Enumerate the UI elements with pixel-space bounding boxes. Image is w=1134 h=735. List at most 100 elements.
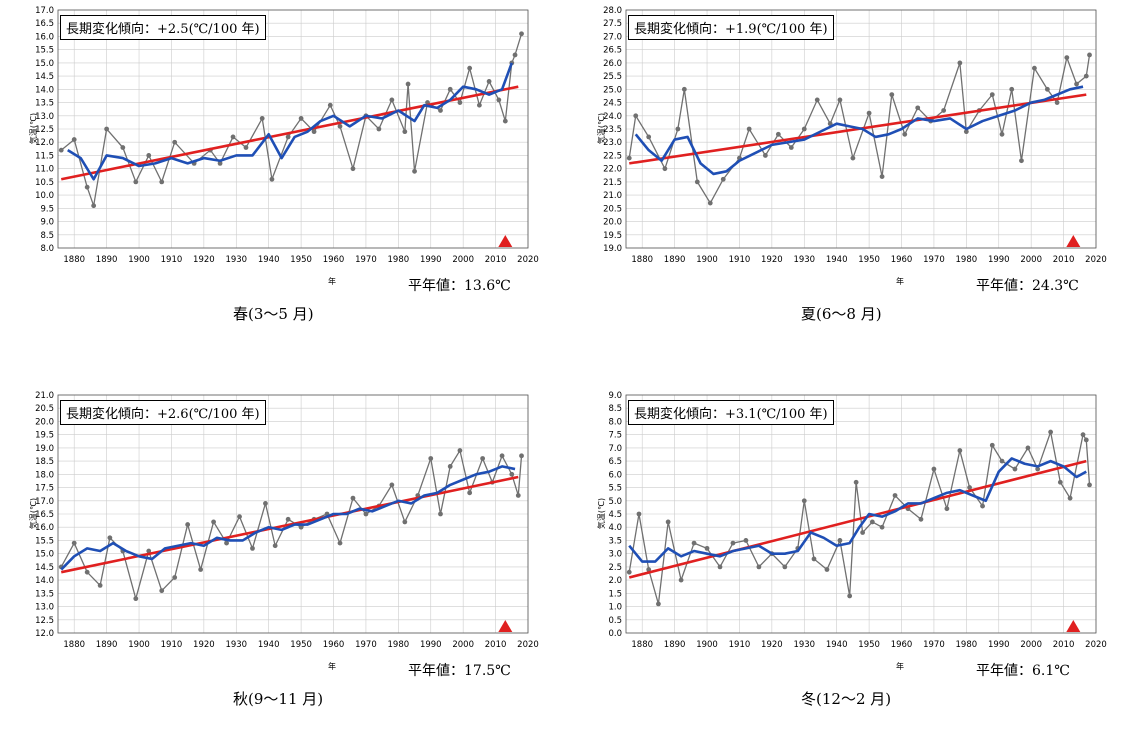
observed-point [678,577,684,583]
y-tick-label: 11.0 [35,165,54,175]
x-tick-label: 2010 [1053,255,1075,265]
plot-frame [625,9,1097,249]
observed-point [853,479,859,485]
y-tick-label: 9.0 [608,391,622,401]
observed-point [272,543,278,549]
y-tick-label: 16.0 [35,32,54,42]
chart-svg: 8.0 8.5 9.0 9.5 10.0 10.5 11.0 11.5 12.0 12.5 13.0… [35,6,539,265]
y-axis-label: 気温(℃) [597,112,607,145]
observed-point [646,134,652,140]
observed-point [1057,479,1063,485]
x-tick-label: 2010 [1053,640,1075,650]
y-tick-label: 15.0 [35,550,54,560]
observed-point [298,524,304,530]
trend-line [628,459,1087,579]
observed-point [788,145,794,150]
observed-point [230,134,236,140]
observed-point [999,131,1005,137]
observed-point [957,448,963,453]
observed-point [480,456,486,461]
observed-point [337,540,343,546]
observed-point [707,200,713,206]
observed-point [107,535,113,541]
observed-point [681,86,687,92]
x-tick-label: 1920 [761,255,783,265]
x-tick-label: 1970 [923,640,945,650]
y-tick-label: 26.5 [603,46,622,56]
observed-point [801,498,807,504]
observed-point [694,179,700,185]
observed-point [311,129,317,135]
observed-point [91,203,97,209]
observed-point [811,556,817,562]
x-tick-label: 2020 [1085,255,1107,265]
x-tick-label: 1930 [225,640,247,650]
x-tick-label: 1880 [631,640,653,650]
y-tick-label: 4.0 [608,523,622,533]
observed-point [428,456,434,461]
y-tick-label: 12.0 [35,138,54,148]
observed-point [892,493,898,498]
x-tick-label: 1880 [631,255,653,265]
chart-caption: 春(3～5 月) [233,305,314,323]
observed-point [84,184,90,190]
x-tick-label: 1960 [323,255,345,265]
x-tick-label: 1930 [793,640,815,650]
y-tick-label: 17.0 [35,497,54,507]
chart-panel-summer: 19.0 19.5 20.0 20.5 21.0 21.5 22.0 22.5 23.0 23.5… [568,0,1128,350]
y-tick-label: 8.5 [40,231,54,241]
observed-point [918,516,924,522]
moving-average-line [628,457,1087,563]
observed-point [1087,52,1092,58]
observed-point [519,31,524,37]
observed-point [957,60,963,66]
observed-point [259,116,265,121]
y-tick-label: 22.0 [603,165,622,175]
observed-point [1048,429,1054,435]
y-tick-label: 12.5 [35,616,54,626]
x-tick-label: 1930 [225,255,247,265]
y-tick-label: 21.0 [35,391,54,401]
y-tick-label: 15.5 [35,536,54,546]
observed-point [824,567,830,572]
chart-panel-autumn: 12.0 12.5 13.0 13.5 14.0 14.5 15.0 15.5 16.0 16.5… [0,385,560,735]
y-tick-label: 10.0 [35,191,54,201]
x-tick-label: 2000 [452,640,474,650]
observed-point [889,92,895,98]
normal-value-label: 平年値：24.3℃ [976,278,1079,294]
observed-point [457,448,463,453]
observed-point [691,540,697,546]
y-tick-label: 28.0 [603,6,622,16]
observed-point [665,519,671,525]
y-tick-label: 27.0 [603,32,622,42]
observed-point [879,524,885,530]
observed-point [402,519,408,525]
observed-point [146,548,152,554]
observed-point [402,129,408,135]
y-tick-label: 15.5 [35,46,54,56]
observed-point [185,522,191,527]
observed-point [337,123,343,129]
normal-year-marker [498,235,513,247]
observed-point [1083,437,1089,443]
y-tick-label: 24.0 [603,112,622,122]
x-tick-label: 1920 [761,640,783,650]
observed-point [405,81,411,87]
observed-point [438,511,443,517]
y-tick-label: 20.0 [603,218,622,228]
x-tick-label: 1890 [96,255,118,265]
y-tick-label: 7.5 [608,431,622,441]
x-tick-label: 1950 [858,640,880,650]
x-tick-label: 2000 [1020,255,1042,265]
x-tick-label: 1990 [420,255,442,265]
observed-point [1064,55,1070,60]
observed-point [980,503,985,509]
observed-point [198,567,204,572]
chart-caption: 秋(9～11 月) [233,690,324,708]
observed-point [496,97,502,103]
x-tick-label: 2010 [485,255,507,265]
y-tick-label: 12.0 [35,629,54,639]
y-tick-label: 27.5 [603,19,622,29]
chart-caption: 夏(6～8 月) [801,305,882,323]
observed-point [447,464,453,469]
